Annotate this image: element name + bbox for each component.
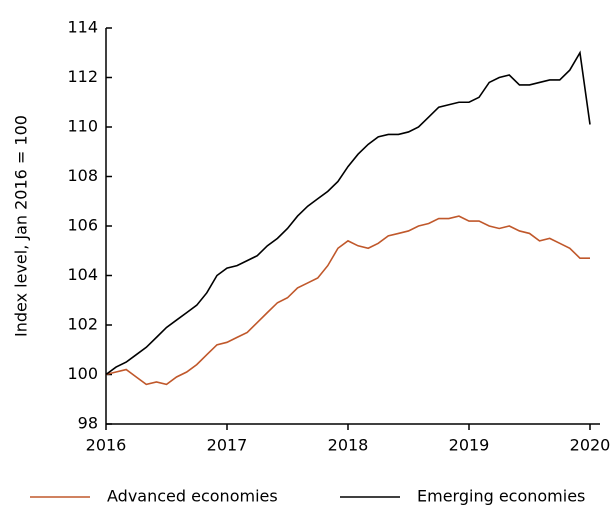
x-tick-label: 2019 <box>449 436 490 455</box>
x-tick-label: 2020 <box>570 436 611 455</box>
y-tick-label: 100 <box>67 364 98 383</box>
y-tick-label: 98 <box>78 414 98 433</box>
y-tick-label: 104 <box>67 265 98 284</box>
y-tick-label: 106 <box>67 216 98 235</box>
y-tick-label: 102 <box>67 315 98 334</box>
y-tick-label: 114 <box>67 18 98 37</box>
y-axis-label: Index level, Jan 2016 = 100 <box>12 115 31 337</box>
x-tick-label: 2018 <box>328 436 369 455</box>
y-tick-label: 110 <box>67 117 98 136</box>
y-tick-label: 108 <box>67 166 98 185</box>
legend-label: Emerging economies <box>417 487 585 506</box>
series-line <box>105 50 591 376</box>
series-line <box>105 215 590 386</box>
x-tick-label: 2016 <box>86 436 127 455</box>
x-tick-label: 2017 <box>207 436 248 455</box>
y-tick-label: 112 <box>67 67 98 86</box>
legend-label: Advanced economies <box>107 487 278 506</box>
